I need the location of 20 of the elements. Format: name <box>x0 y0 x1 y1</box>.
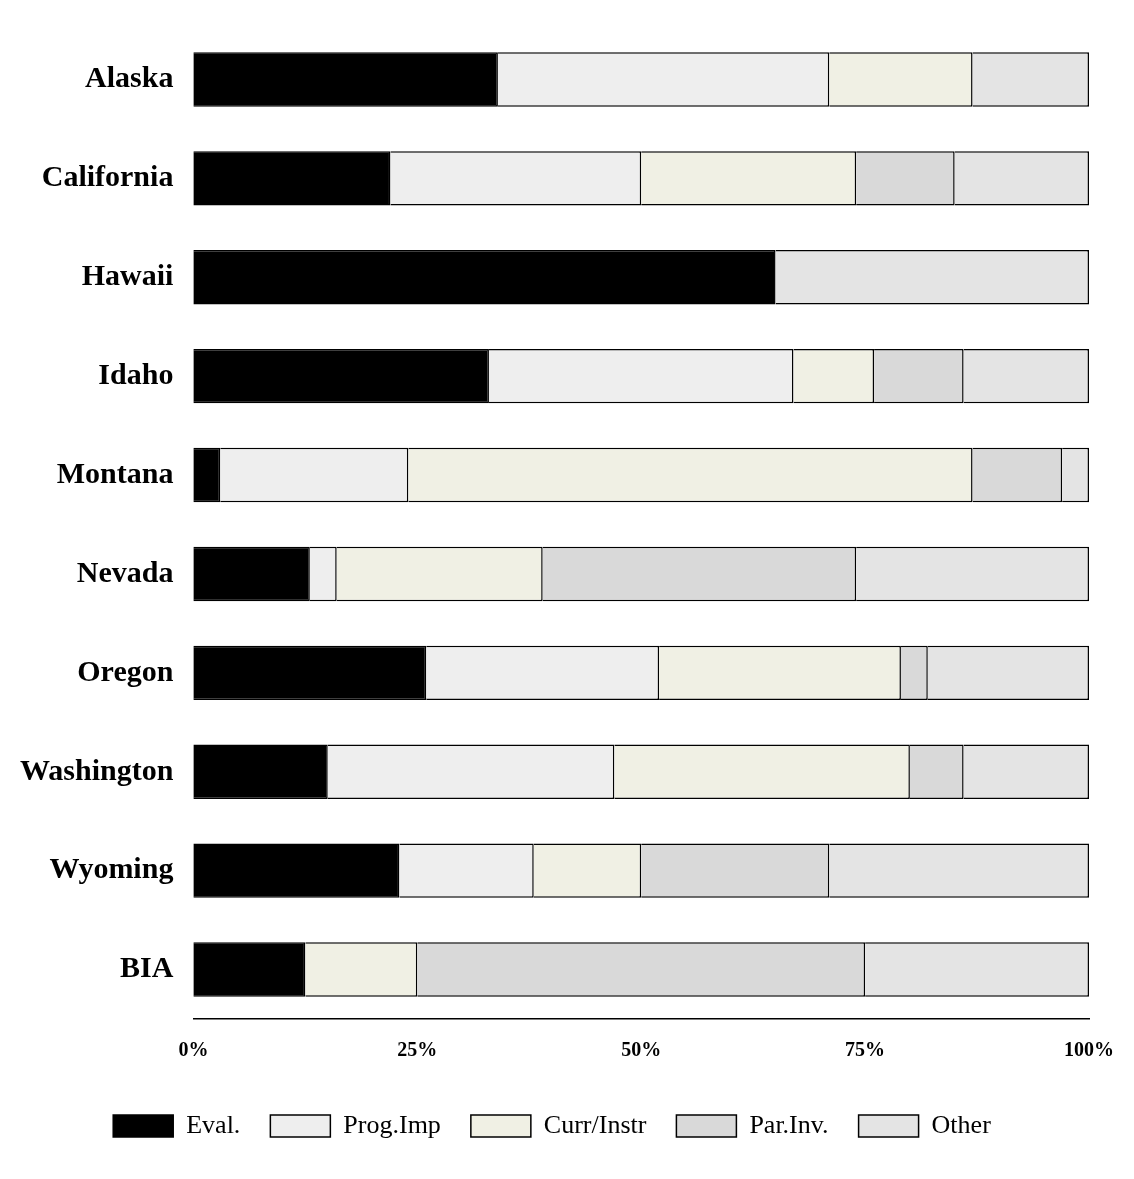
x-tick-label: 25% <box>397 1038 438 1061</box>
x-tick-label: 100% <box>1064 1038 1114 1061</box>
y-tick-label: Hawaii <box>81 258 174 291</box>
y-tick-label: Alaska <box>85 60 174 94</box>
x-tick-label: 75% <box>845 1038 886 1061</box>
x-tick-label: 50% <box>621 1038 662 1061</box>
legend-label: Par.Inv. <box>749 1109 829 1139</box>
y-tick-label: Montana <box>56 455 174 489</box>
y-tick-label: Wyoming <box>49 851 174 885</box>
x-tick-label: 0% <box>178 1038 209 1061</box>
y-tick-label: BIA <box>120 950 174 984</box>
y-tick-label: Oregon <box>77 653 174 687</box>
legend-label: Prog.Imp <box>343 1109 441 1139</box>
legend-label: Eval. <box>186 1109 241 1139</box>
legend-label: Other <box>931 1109 992 1139</box>
legend-label: Curr/Instr <box>543 1109 647 1139</box>
y-tick-label: Nevada <box>76 554 174 588</box>
y-tick-label: Washington <box>19 752 174 786</box>
y-tick-label: Idaho <box>98 356 174 390</box>
y-tick-label: California <box>41 159 174 193</box>
